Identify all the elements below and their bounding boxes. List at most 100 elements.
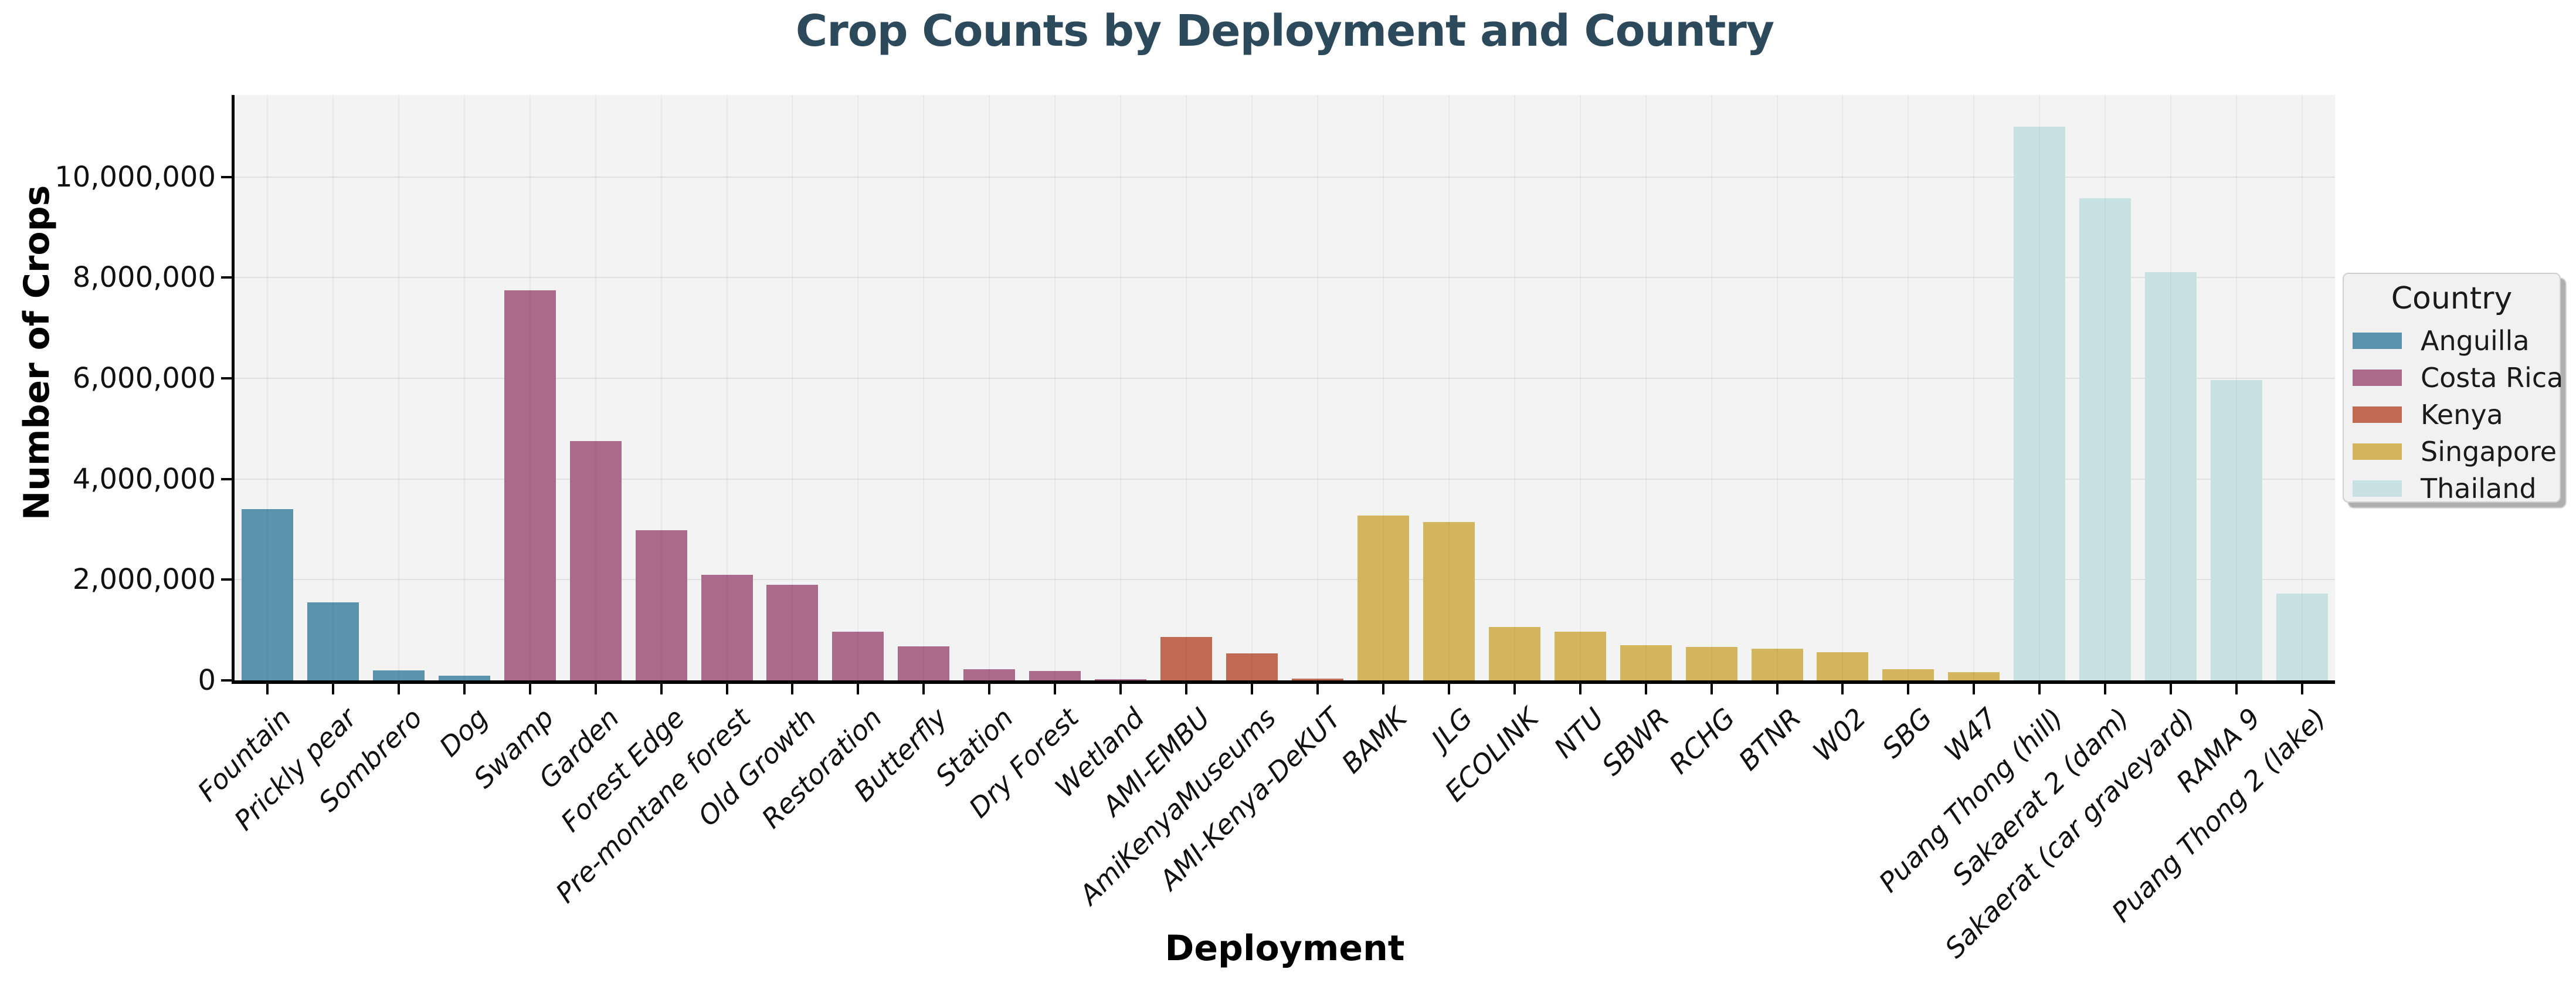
x-axis-tick	[1973, 684, 1976, 694]
x-axis-title: Deployment	[1165, 928, 1405, 969]
x-axis-tick	[1513, 684, 1516, 694]
legend-title: Country	[2391, 281, 2513, 316]
vertical-gridline	[1316, 95, 1318, 680]
x-axis-tick	[1185, 684, 1188, 694]
horizontal-gridline	[235, 478, 2335, 480]
x-axis-tick-label: JLG	[1425, 701, 1479, 755]
horizontal-gridline	[235, 579, 2335, 581]
x-axis-tick	[594, 684, 597, 694]
vertical-gridline	[792, 95, 793, 680]
bar-rchg	[1686, 647, 1737, 680]
bar-bamk	[1357, 516, 1409, 680]
bar-butterfly	[898, 646, 949, 680]
vertical-gridline	[1776, 95, 1778, 680]
x-axis-tick	[725, 684, 728, 694]
legend: Country Anguilla Costa Rica Kenya Singapore…	[2343, 273, 2563, 504]
y-axis-tick-label: 10,000,000	[55, 160, 216, 194]
bar-sakaerat-car-graveyard-	[2145, 272, 2197, 680]
vertical-gridline	[2105, 95, 2106, 680]
y-axis-tick-label: 6,000,000	[72, 362, 216, 395]
x-axis-tick	[1710, 684, 1713, 694]
x-axis-tick	[1907, 684, 1910, 694]
x-axis-tick	[922, 684, 925, 694]
vertical-gridline	[2170, 95, 2172, 680]
vertical-gridline	[529, 95, 531, 680]
legend-label: Kenya	[2421, 398, 2503, 431]
y-axis-tick-label: 4,000,000	[72, 462, 216, 496]
x-axis-tick-label: BTNR	[1732, 701, 1807, 777]
bar-ecolink	[1489, 627, 1540, 680]
x-axis-tick	[1579, 684, 1581, 694]
vertical-gridline	[989, 95, 990, 680]
bar-old-growth	[766, 585, 818, 680]
x-axis-tick	[1776, 684, 1779, 694]
bar-sombrero	[373, 670, 425, 680]
legend-entry-thailand: Thailand	[2344, 470, 2560, 507]
vertical-gridline	[1120, 95, 1122, 680]
vertical-gridline	[1579, 95, 1581, 680]
y-axis-title: Number of Crops	[16, 185, 57, 520]
legend-label: Anguilla	[2421, 324, 2530, 357]
legend-label: Thailand	[2421, 472, 2537, 504]
bar-ntu	[1555, 632, 1606, 680]
bar-amikenyamuseums	[1226, 653, 1278, 680]
x-axis-tick-label: W02	[1807, 701, 1873, 768]
x-axis-tick	[2170, 684, 2173, 694]
y-axis-tick	[221, 477, 232, 480]
vertical-gridline	[1513, 95, 1515, 680]
bar-dog	[439, 676, 490, 680]
bar-btnr	[1752, 649, 1803, 680]
vertical-gridline	[1054, 95, 1056, 680]
legend-swatch	[2353, 480, 2402, 497]
bar-jlg	[1423, 522, 1475, 680]
vertical-gridline	[726, 95, 728, 680]
legend-entries: Anguilla Costa Rica Kenya Singapore Thailand	[2344, 322, 2563, 507]
vertical-gridline	[463, 95, 465, 680]
x-axis-tick	[266, 684, 269, 694]
vertical-gridline	[923, 95, 925, 680]
legend-entry-kenya: Kenya	[2344, 396, 2560, 433]
horizontal-gridline	[235, 277, 2335, 279]
vertical-gridline	[2302, 95, 2303, 680]
vertical-gridline	[398, 95, 399, 680]
bar-puang-thong-hill-	[2014, 127, 2065, 680]
x-axis-tick	[791, 684, 794, 694]
horizontal-gridline	[235, 378, 2335, 379]
bar-garden	[570, 441, 622, 680]
vertical-gridline	[2236, 95, 2238, 680]
y-axis-tick	[221, 578, 232, 581]
x-axis-tick-label: RCHG	[1663, 701, 1742, 780]
x-axis-tick	[2104, 684, 2107, 694]
vertical-gridline	[660, 95, 662, 680]
x-axis-tick	[1382, 684, 1384, 694]
x-axis-tick	[1841, 684, 1844, 694]
bar-dry-forest	[1029, 671, 1081, 680]
y-axis-tick	[221, 276, 232, 279]
vertical-gridline	[1973, 95, 1975, 680]
bar-ami-kenya-dekut	[1292, 679, 1343, 680]
vertical-gridline	[1382, 95, 1384, 680]
x-axis-tick	[463, 684, 466, 694]
bar-ami-embu	[1160, 637, 1212, 680]
x-axis-tick-label: Dog	[433, 701, 494, 763]
x-axis-tick-label: BAMK	[1335, 701, 1413, 780]
x-axis-tick	[397, 684, 400, 694]
bar-fountain	[242, 509, 293, 680]
bar-pre-montane-forest	[701, 575, 753, 680]
vertical-gridline	[595, 95, 596, 680]
legend-entry-singapore: Singapore	[2344, 433, 2560, 470]
bar-sbg	[1882, 669, 1934, 680]
legend-swatch	[2353, 369, 2402, 386]
bar-rama-9	[2211, 380, 2262, 680]
bar-restoration	[832, 632, 884, 680]
bar-prickly-pear	[307, 602, 359, 680]
bar-station	[963, 669, 1015, 680]
x-axis-tick	[2038, 684, 2041, 694]
bar-sakaerat-2-dam-	[2079, 198, 2131, 680]
y-axis-tick-label: 0	[198, 664, 216, 697]
y-axis-tick	[221, 679, 232, 682]
vertical-gridline	[1645, 95, 1647, 680]
vertical-gridline	[1710, 95, 1712, 680]
legend-entry-anguilla: Anguilla	[2344, 322, 2560, 359]
vertical-gridline	[1908, 95, 1909, 680]
